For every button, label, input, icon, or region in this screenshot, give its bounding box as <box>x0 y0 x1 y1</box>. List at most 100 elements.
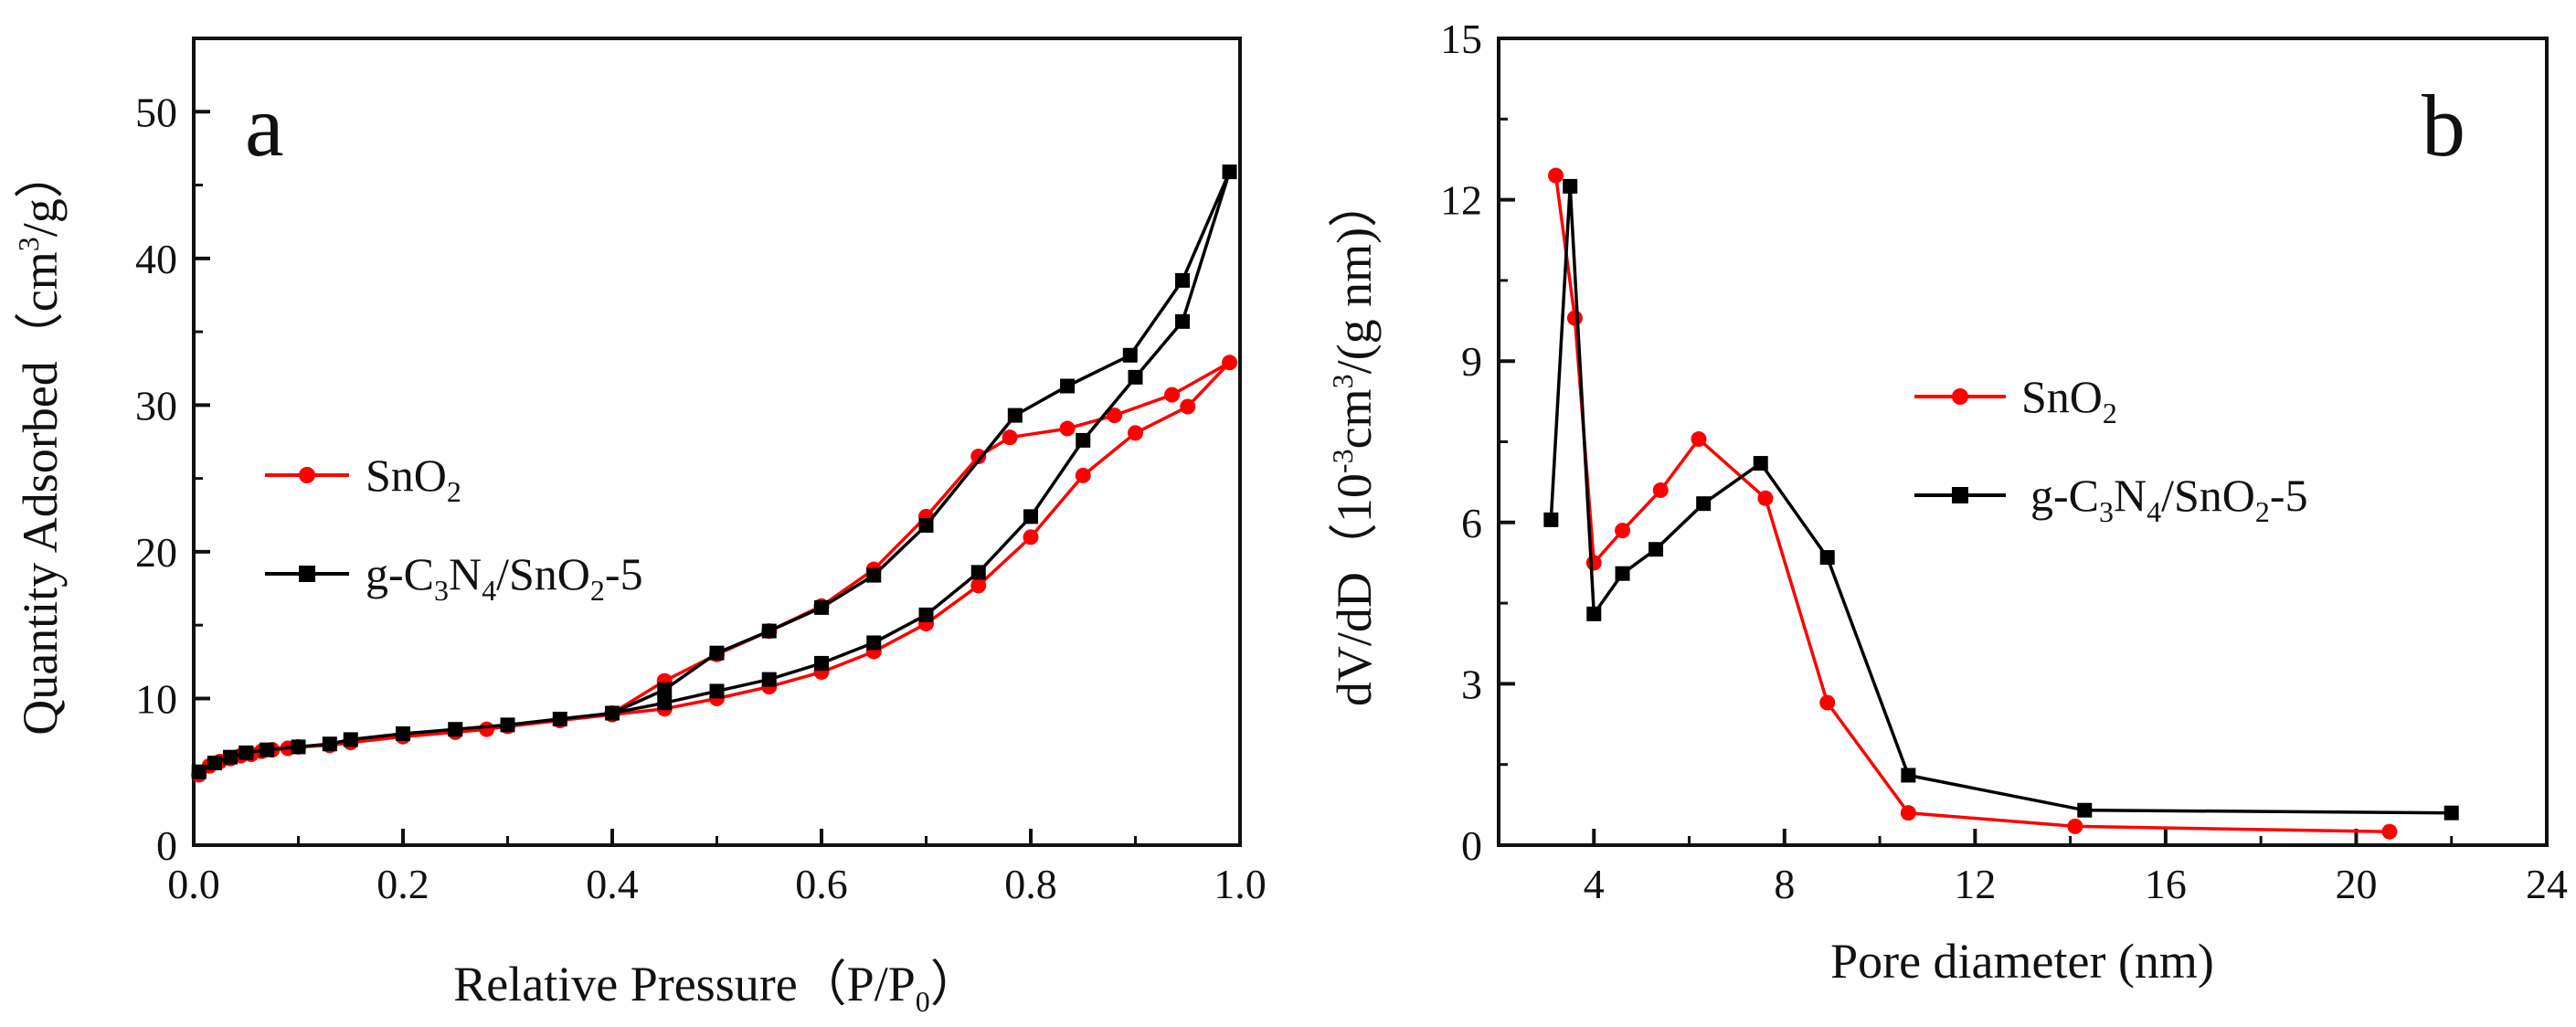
x-tick-label-a: 0.4 <box>586 861 639 907</box>
legend-b-sno2-label: SnO2 <box>2021 371 2117 429</box>
legend-a: SnO2 g-C3N4/SnO2-5 <box>265 450 643 607</box>
y-axis-title-b: dV/dD（10-3cm3/(g nm)） <box>1326 178 1382 706</box>
data-point-a-1 <box>814 655 829 671</box>
data-point-b-1 <box>1753 456 1768 471</box>
y-tick-label-a: 0 <box>156 822 177 869</box>
data-point-a-1 <box>866 635 882 651</box>
data-point-b-0 <box>2067 818 2083 834</box>
data-point-b-1 <box>1563 178 1578 194</box>
data-point-a-1 <box>1023 509 1038 524</box>
data-point-b-0 <box>2381 823 2398 840</box>
data-point-a-1 <box>761 672 777 687</box>
legend-a-gcn: g-C3N4/SnO2-5 <box>265 548 643 607</box>
data-point-b-1 <box>2443 805 2459 821</box>
x-axis-title-b: Pore diameter (nm) <box>1830 934 2214 989</box>
data-point-b-0 <box>1615 523 1631 539</box>
y-tick-label-b: 9 <box>1461 338 1482 385</box>
plot-frame-b <box>1497 37 2549 847</box>
panel-a: 0.0 0.2 0.4 0.6 0.8 1.0 0 10 20 30 40 50 a SnO2 g-C… <box>12 37 1267 1018</box>
legend-a-sno2: SnO2 <box>265 450 461 508</box>
data-point-b-1 <box>1615 566 1630 581</box>
x-tick-label-b: 16 <box>2145 861 2187 907</box>
x-tick-label-a: 0.6 <box>795 861 848 907</box>
y-axis-title-a: Quantity Adsorbed（cm3/g） <box>12 149 68 735</box>
data-point-a-0 <box>1180 398 1196 415</box>
data-point-b-0 <box>1548 167 1564 184</box>
data-point-b-1 <box>2077 802 2093 818</box>
data-point-a-1 <box>191 764 207 779</box>
data-point-a-1 <box>1060 378 1076 394</box>
y-tick-label-a: 50 <box>135 89 177 135</box>
data-point-a-0 <box>970 449 987 465</box>
y-tick-label-a: 30 <box>135 382 177 429</box>
series-a <box>191 164 1238 783</box>
data-point-a-1 <box>1007 408 1023 423</box>
data-point-a-0 <box>1075 467 1091 483</box>
data-point-b-0 <box>1566 310 1583 326</box>
legend-a-gcn-label: g-C3N4/SnO2-5 <box>366 548 643 607</box>
data-point-a-0 <box>1222 355 1238 371</box>
panel-letter-a: a <box>245 77 284 175</box>
ticks-b: 4 8 12 16 20 24 0 3 6 9 12 15 <box>1440 16 2568 907</box>
panel-letter-b: b <box>2422 77 2465 175</box>
data-point-a-1 <box>709 645 725 661</box>
x-tick-label-b: 20 <box>2335 861 2377 907</box>
data-point-a-1 <box>1122 347 1138 363</box>
data-point-a-1 <box>970 565 986 580</box>
data-point-b-1 <box>1648 542 1664 557</box>
x-tick-label-b: 24 <box>2526 861 2568 907</box>
y-tick-label-b: 6 <box>1461 500 1482 546</box>
y-tick-label-b: 15 <box>1440 16 1482 62</box>
data-point-a-1 <box>500 717 515 733</box>
data-point-b-1 <box>1543 512 1559 527</box>
data-point-a-1 <box>918 607 934 622</box>
x-tick-label-b: 4 <box>1584 861 1605 907</box>
data-point-a-0 <box>1107 408 1123 424</box>
y-tick-label-a: 40 <box>135 236 177 282</box>
data-point-b-0 <box>1757 490 1774 506</box>
data-point-a-0 <box>479 721 495 737</box>
x-tick-label-a: 1.0 <box>1214 861 1267 907</box>
legend-b-gcn-label: g-C3N4/SnO2-5 <box>2030 470 2308 528</box>
data-point-b-1 <box>1901 768 1916 783</box>
data-point-a-1 <box>223 749 239 765</box>
legend-b-gcn: g-C3N4/SnO2-5 <box>1914 470 2308 528</box>
x-tick-label-a: 0.0 <box>167 861 220 907</box>
data-point-a-1 <box>761 623 777 639</box>
legend-a-gcn-marker <box>299 566 315 582</box>
data-point-a-1 <box>260 742 275 757</box>
data-point-a-1 <box>1222 164 1237 180</box>
legend-b-sno2: SnO2 <box>1914 371 2117 429</box>
x-tick-label-b: 8 <box>1774 861 1795 907</box>
ticks-a: 0.0 0.2 0.4 0.6 0.8 1.0 0 10 20 30 40 50 <box>135 37 1267 907</box>
data-point-a-1 <box>239 745 254 760</box>
x-tick-label-a: 0.8 <box>1004 861 1057 907</box>
data-point-a-1 <box>322 736 337 752</box>
data-point-a-1 <box>605 705 620 721</box>
data-point-a-0 <box>1128 425 1143 441</box>
y-tick-label-b: 0 <box>1461 822 1482 869</box>
data-point-a-1 <box>1175 272 1191 288</box>
data-point-a-1 <box>552 711 567 726</box>
data-point-b-0 <box>1652 482 1669 498</box>
data-point-b-1 <box>1819 550 1835 566</box>
legend-b-sno2-marker <box>1952 388 1968 405</box>
data-point-b-0 <box>1819 694 1836 711</box>
y-tick-label-a: 10 <box>135 675 177 722</box>
y-tick-label-b: 12 <box>1440 177 1482 224</box>
legend-b-gcn-marker <box>1952 487 1968 503</box>
x-tick-label-a: 0.2 <box>376 861 429 907</box>
data-point-a-1 <box>657 695 673 711</box>
data-point-a-0 <box>1023 529 1039 545</box>
data-point-a-1 <box>448 722 463 737</box>
data-point-b-0 <box>1900 805 1916 821</box>
data-point-a-1 <box>709 683 725 699</box>
data-point-b-1 <box>1696 496 1712 512</box>
data-point-a-1 <box>343 732 358 747</box>
data-point-a-1 <box>291 739 306 755</box>
data-point-a-1 <box>657 682 673 697</box>
data-point-a-0 <box>1002 429 1018 446</box>
data-point-a-1 <box>1175 313 1191 329</box>
